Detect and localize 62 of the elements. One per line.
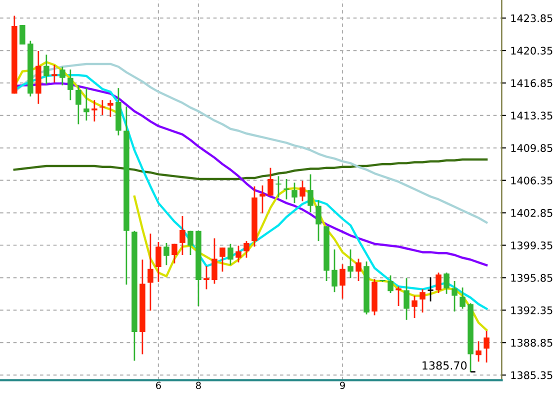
candlestick <box>188 230 194 256</box>
candlestick <box>340 264 346 300</box>
candlestick <box>204 265 210 290</box>
y-tick-label: 1423.85 <box>511 14 552 22</box>
candlestick <box>172 243 178 264</box>
x-tick-label: 9 <box>340 382 345 390</box>
candlestick <box>108 99 114 118</box>
y-tick-label: 1409.85 <box>511 144 552 152</box>
candlestick <box>427 276 434 302</box>
y-tick-label: 1406.35 <box>511 176 552 184</box>
y-tick-label: 1416.85 <box>511 79 552 88</box>
candlestick <box>212 238 218 284</box>
candlestick <box>228 243 234 266</box>
candlestick <box>452 280 458 312</box>
candlestick <box>300 180 306 202</box>
candlestick <box>420 288 426 314</box>
y-tick-label: 1420.35 <box>511 46 552 55</box>
candlestick <box>20 24 26 46</box>
candlestick <box>308 174 314 214</box>
candlestick <box>316 200 322 242</box>
candlestick <box>148 232 154 312</box>
candlestick <box>332 248 338 293</box>
candlestick <box>84 87 90 122</box>
candlestick <box>260 184 266 214</box>
y-tick-label: 1402.85 <box>511 209 552 217</box>
candlestick <box>44 54 50 86</box>
y-tick-label: 1388.85 <box>511 338 552 347</box>
x-tick-label: 8 <box>196 382 201 390</box>
candlestick <box>348 248 354 279</box>
y-tick-label: 1395.85 <box>511 274 552 282</box>
candlestick <box>282 178 290 200</box>
candlestick <box>388 274 394 294</box>
candlestick <box>180 215 186 256</box>
candlestick <box>220 246 226 272</box>
candlestick <box>60 66 66 86</box>
y-tick-label: 1399.35 <box>511 241 552 250</box>
candlestick <box>68 68 74 101</box>
candlestick <box>92 99 98 122</box>
candlestick <box>244 240 250 258</box>
candlestick <box>164 242 170 266</box>
candlestick <box>484 330 490 364</box>
candlestick <box>76 84 82 125</box>
y-tick-label: 1413.35 <box>511 112 552 120</box>
line-series <box>13 158 488 180</box>
candlestick <box>276 175 282 198</box>
candlestick <box>236 245 242 264</box>
candlestick <box>52 64 58 84</box>
candlestick <box>476 340 482 362</box>
candlestick <box>460 286 466 310</box>
candlestick <box>436 272 442 294</box>
y-tick-label: 1392.35 <box>511 306 552 314</box>
x-tick-label: 6 <box>156 382 161 390</box>
annotation: 1385.70 <box>422 361 467 370</box>
candlestick <box>292 182 298 204</box>
candlestick <box>100 99 106 116</box>
candlestick <box>444 272 450 295</box>
y-tick-label: 1385.35 <box>511 371 552 380</box>
candlestick <box>404 277 410 321</box>
candlestick <box>268 167 274 196</box>
candlestick <box>356 258 362 282</box>
candlestick <box>412 295 418 319</box>
candlestick <box>156 241 162 283</box>
